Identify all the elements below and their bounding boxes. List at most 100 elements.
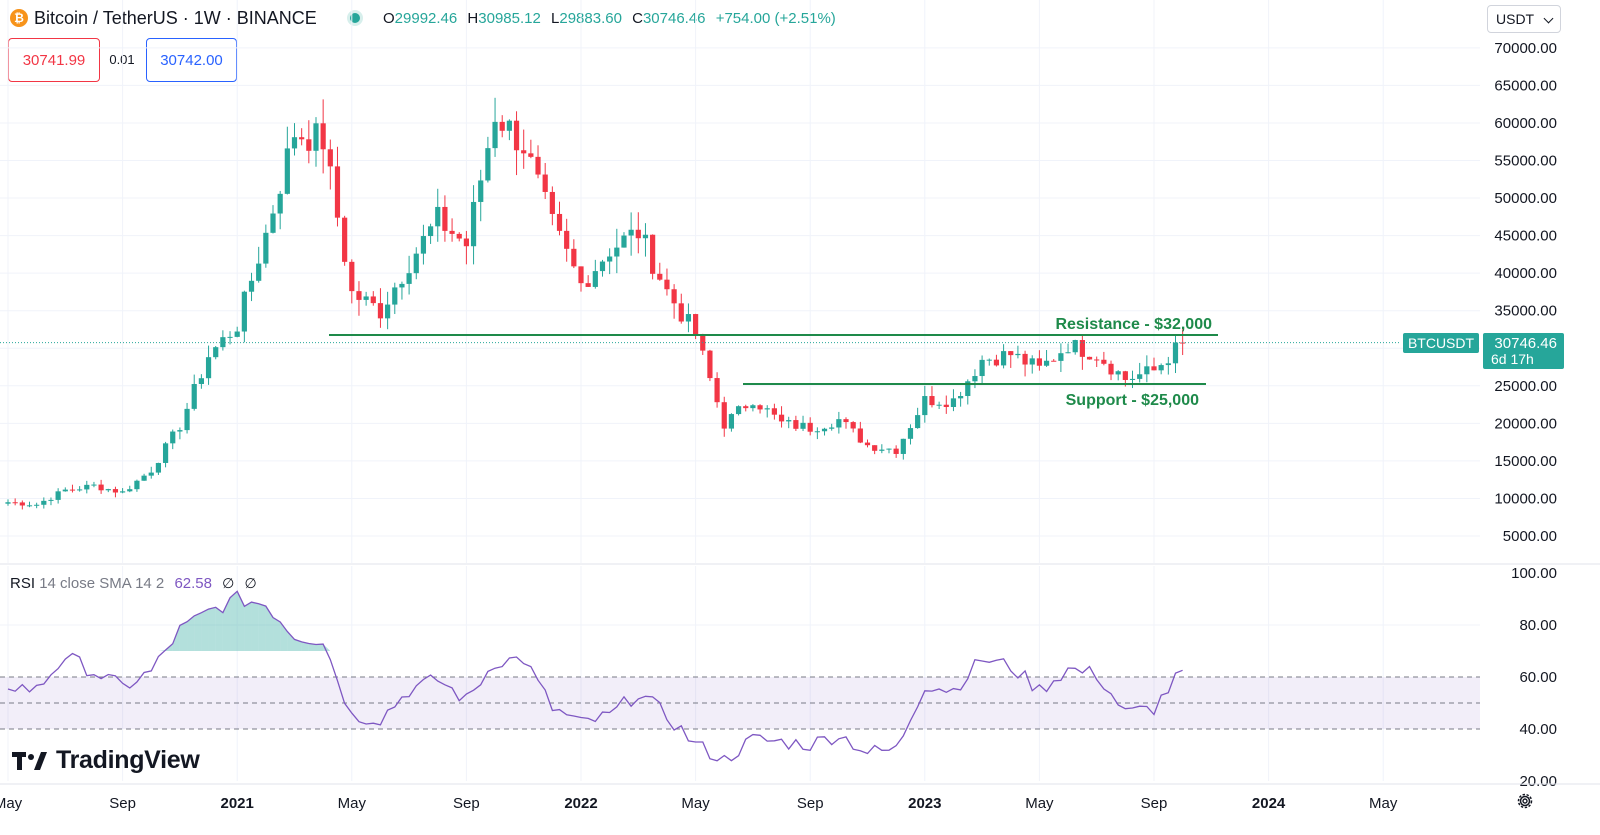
candle-body: [1101, 359, 1107, 364]
high-label: H: [467, 10, 479, 27]
close-value: 30746.46: [642, 10, 706, 27]
candle-body: [864, 442, 871, 446]
candle-body: [342, 217, 348, 262]
candle-body: [671, 289, 677, 304]
candle-body: [1108, 363, 1114, 375]
candle-body: [420, 236, 427, 254]
time-tick-label: Sep: [1141, 795, 1168, 812]
rsi-overbought-fill: [158, 650, 166, 651]
candle-body: [564, 230, 570, 249]
symbol-tag-label: BTCUSDT: [1408, 335, 1475, 351]
candle-body: [893, 448, 899, 454]
candle-body: [800, 422, 806, 429]
candle-body: [162, 443, 169, 463]
candle-body: [621, 235, 627, 248]
candle-body: [406, 273, 412, 284]
rsi-overbought-fill: [301, 641, 309, 651]
candle-body: [105, 489, 111, 491]
candle-body: [528, 153, 534, 157]
candle-body: [958, 396, 964, 399]
price-tick-label: 50000.00: [1494, 190, 1557, 207]
currency-value: USDT: [1496, 11, 1535, 27]
candle-body: [349, 261, 355, 292]
candle-body: [134, 480, 140, 490]
time-tick-label: May: [1025, 795, 1054, 812]
candle-body: [950, 398, 957, 407]
candle-body: [757, 405, 763, 410]
candle-body: [62, 489, 68, 492]
rsi-line: [7, 590, 1183, 762]
candle-body: [764, 408, 770, 410]
candle-body: [213, 347, 219, 358]
candle-body: [993, 359, 1000, 366]
candle-body: [850, 422, 856, 429]
candle-body: [385, 304, 391, 319]
candle-body: [1065, 352, 1071, 354]
candle-body: [241, 291, 247, 332]
rsi-overbought-fill: [179, 621, 188, 651]
candle-body: [327, 149, 333, 167]
candle-body: [1086, 356, 1093, 360]
candle-body: [377, 303, 384, 319]
high-value: 30985.12: [478, 10, 541, 27]
tradingview-logo[interactable]: TradingView: [12, 746, 200, 775]
candle-body: [456, 233, 462, 239]
rsi-overbought-fill: [230, 591, 238, 651]
rsi-overbought-fill: [172, 625, 180, 651]
rsi-overbought-fill: [194, 612, 202, 651]
rsi-overbought-fill: [258, 603, 266, 651]
symbol-title[interactable]: Bitcoin / TetherUS · 1W · BINANCE: [34, 8, 317, 28]
time-tick-label: May: [338, 795, 367, 812]
rsi-overbought-fill: [237, 591, 245, 651]
candle-body: [463, 238, 469, 247]
rsi-hide-icon-2[interactable]: ∅: [244, 575, 257, 591]
candle-body: [657, 273, 663, 280]
rsi-tick-label: 100.00: [1511, 565, 1557, 582]
rsi-legend[interactable]: RSI 14 close SMA 14 2 62.58 ∅ ∅: [10, 575, 257, 592]
candle-body: [513, 120, 520, 151]
price-tick-label: 55000.00: [1494, 153, 1557, 170]
currency-select[interactable]: USDT: [1487, 5, 1561, 33]
candle-body: [1079, 340, 1085, 357]
candle-body: [1165, 363, 1171, 366]
candle-body: [34, 504, 40, 506]
candle-body: [98, 484, 104, 491]
candle-body: [313, 123, 319, 151]
candle-body: [41, 500, 47, 505]
candle-body: [198, 378, 204, 385]
candle-body: [721, 402, 727, 429]
candle-body: [1058, 353, 1064, 361]
buy-price-button[interactable]: 30742.00: [146, 38, 237, 82]
candle-body: [485, 148, 491, 181]
candle-body: [1022, 353, 1028, 365]
rsi-hide-icon[interactable]: ∅: [222, 575, 235, 591]
low-value: 29883.60: [559, 10, 622, 27]
candle-body: [77, 489, 83, 491]
market-status-icon: [350, 13, 360, 23]
candle-body: [399, 283, 405, 288]
sell-price-button[interactable]: 30741.99: [8, 38, 100, 82]
candle-body: [356, 291, 362, 300]
candle-body: [370, 296, 376, 304]
bar-countdown: 6d 17h: [1491, 351, 1534, 367]
rsi-overbought-fill: [201, 609, 209, 651]
candle-body: [929, 396, 935, 406]
time-tick-label: 2021: [221, 795, 254, 812]
candle-body: [91, 484, 97, 486]
time-tick-label: May: [0, 795, 23, 812]
candle-body: [1000, 351, 1007, 366]
time-tick-label: Sep: [109, 795, 136, 812]
candle-body: [141, 475, 147, 481]
settings-gear-icon[interactable]: [1516, 792, 1534, 810]
candle-body: [556, 213, 563, 231]
candle-body: [112, 489, 119, 493]
candle-body: [829, 427, 835, 429]
rsi-overbought-fill: [273, 617, 281, 651]
rsi-name: RSI: [10, 575, 36, 592]
candle-body: [48, 499, 54, 501]
rsi-value: 62.58: [174, 575, 212, 592]
price-tick-label: 10000.00: [1494, 490, 1557, 507]
price-tick-label: 35000.00: [1494, 303, 1557, 320]
candle-body: [915, 415, 921, 429]
